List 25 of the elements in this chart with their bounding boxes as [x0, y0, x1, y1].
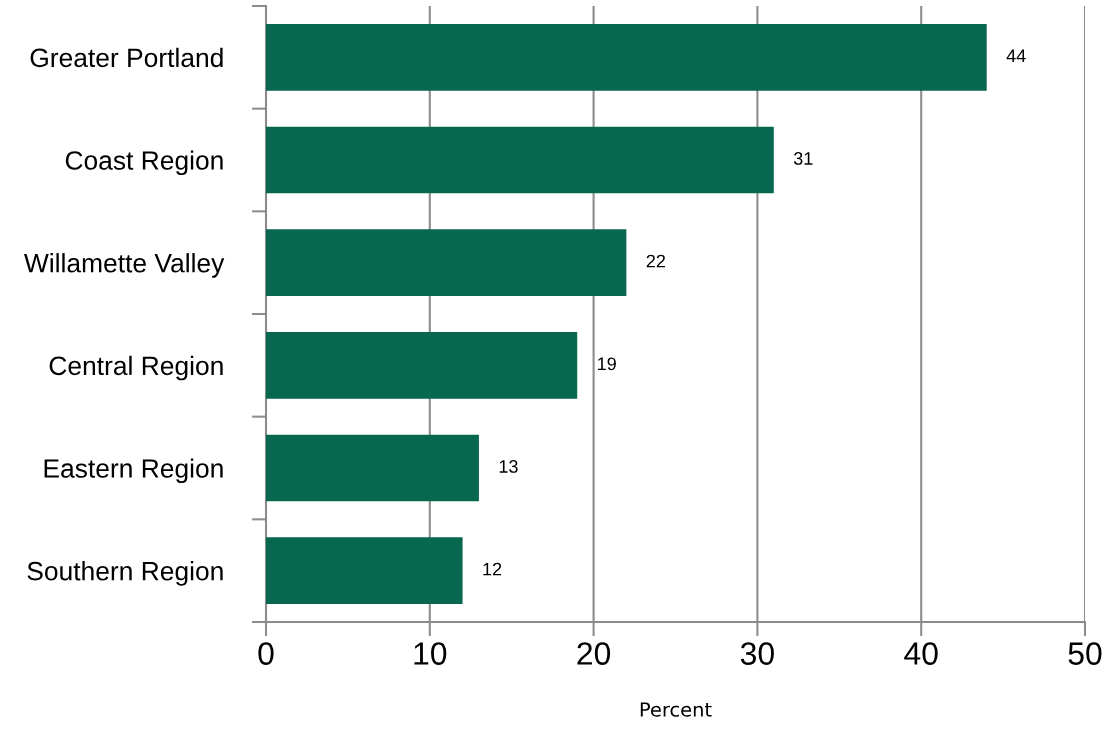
y-tick-label: Eastern Region: [44, 458, 223, 484]
bar: [266, 23, 987, 91]
data-label: 22: [646, 254, 665, 268]
x-tick-label: 10: [414, 642, 447, 665]
data-label: 44: [1006, 49, 1026, 62]
x-tick-label: 30: [740, 642, 774, 665]
x-tick-label: 0: [258, 642, 274, 665]
y-tick-label: Central Region: [49, 355, 223, 381]
x-tick-label: 40: [904, 642, 938, 665]
y-tick-label: Coast Region: [65, 150, 223, 176]
y-tick-label: Southern Region: [27, 561, 223, 586]
bar: [266, 331, 578, 399]
data-label: 31: [793, 152, 813, 165]
data-label: 12: [483, 562, 502, 576]
data-label: 19: [598, 357, 616, 371]
bar: [266, 229, 627, 297]
bar: [266, 126, 774, 194]
y-tick-label: Willamette Valley: [24, 253, 225, 278]
y-tick-label: Greater Portland: [30, 47, 223, 68]
bar: [266, 537, 463, 605]
x-tick-label: 20: [577, 642, 611, 665]
bar: [266, 434, 479, 502]
x-tick-label: 50: [1068, 642, 1102, 665]
x-axis-title: Percent: [640, 702, 712, 717]
data-label: 13: [499, 460, 518, 473]
